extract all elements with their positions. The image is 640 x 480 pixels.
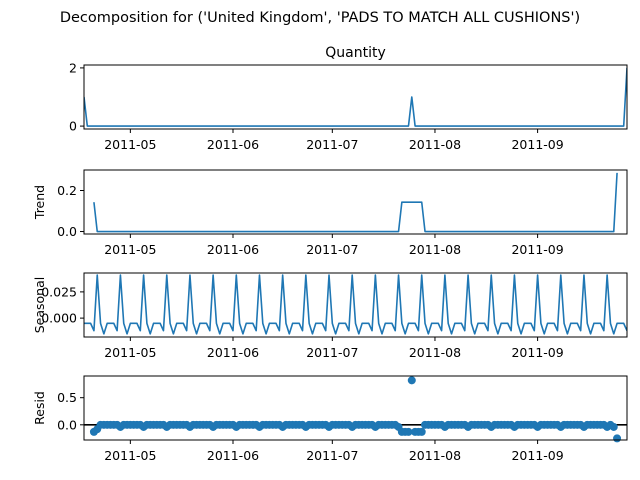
quantity-xtick-label: 2011-06 [207,137,259,152]
resid-panel: Resid 0.0 0.5 2011-05 2011-06 2011-07 2011-08 2… [32,375,628,463]
resid-xtick-label: 2011-05 [104,448,156,463]
resid-ytick-label: 0.5 [57,390,77,405]
trend-xtick-label: 2011-09 [511,242,563,257]
resid-point [404,427,413,436]
seasonal-series-line [84,274,627,335]
quantity-plot-area [84,67,627,127]
quantity-xtick-label: 2011-08 [409,137,461,152]
quantity-xtick-label: 2011-09 [511,137,563,152]
seasonal-ytick-label: 0.025 [41,284,77,299]
quantity-title: Quantity [325,45,386,61]
resid-xtick-label: 2011-07 [306,448,358,463]
quantity-xtick-label: 2011-07 [306,137,358,152]
resid-xtick-label: 2011-09 [511,448,563,463]
resid-xtick-label: 2011-08 [409,448,461,463]
resid-ylabel: Resid [32,391,47,425]
seasonal-plot-area [84,274,627,335]
quantity-ytick-label: 0 [69,119,77,134]
trend-xtick-label: 2011-08 [409,242,461,257]
trend-ytick-label: 0.2 [57,183,77,198]
quantity-series-line [84,67,627,127]
resid-xtick-label: 2011-06 [207,448,259,463]
trend-plot-area [93,172,618,233]
quantity-xtick-label: 2011-05 [104,137,156,152]
trend-xtick-label: 2011-06 [207,242,259,257]
trend-ytick-label: 0.0 [57,224,77,239]
subplots: Quantity 0 2 2011-05 2011-06 2011-07 2011-08 20… [32,45,628,463]
resid-ytick-label: 0.0 [57,417,77,432]
quantity-ytick-label: 2 [69,60,77,75]
seasonal-xtick-label: 2011-08 [409,345,461,360]
resid-point [609,422,618,431]
seasonal-xtick-label: 2011-09 [511,345,563,360]
resid-point [417,427,426,436]
trend-ylabel: Trend [32,185,47,220]
trend-series-line [93,172,618,233]
seasonal-axes-frame [83,272,628,338]
resid-point [613,434,622,443]
trend-panel: Trend 0.0 0.2 2011-05 2011-06 2011-07 2011-08 2… [32,169,628,257]
seasonal-xtick-label: 2011-05 [104,345,156,360]
figure-title: Decomposition for ('United Kingdom', 'PA… [60,10,580,26]
seasonal-ylabel: Seasonal [32,277,47,334]
trend-xtick-label: 2011-05 [104,242,156,257]
seasonal-ytick-label: 0.000 [41,311,77,326]
seasonal-xtick-label: 2011-06 [207,345,259,360]
quantity-axes-frame [83,64,628,130]
seasonal-xtick-label: 2011-07 [306,345,358,360]
trend-xtick-label: 2011-07 [306,242,358,257]
trend-axes-frame [83,169,628,235]
quantity-panel: Quantity 0 2 2011-05 2011-06 2011-07 2011-08 20… [69,45,628,152]
resid-axes-frame [83,375,628,441]
resid-point [407,376,416,385]
